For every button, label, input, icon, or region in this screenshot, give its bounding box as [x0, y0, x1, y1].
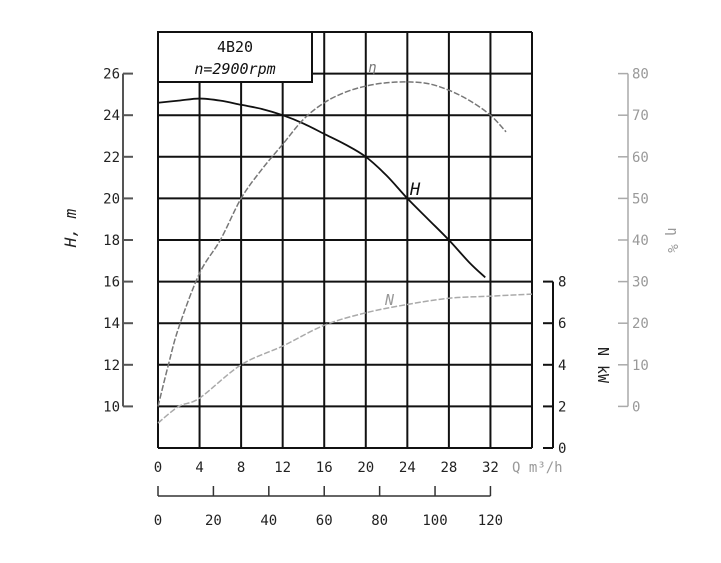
series-label-eta: η [368, 60, 376, 76]
secondary-x-tick-label: 100 [422, 513, 447, 529]
x-tick-label: 20 [357, 460, 374, 476]
power-axis-label: N kW [594, 347, 612, 384]
power-tick-label: 4 [558, 358, 566, 374]
efficiency-tick-label: 20 [632, 316, 649, 332]
x-tick-label: 28 [440, 460, 457, 476]
head-axis-label: H, m [61, 208, 80, 248]
x-tick-label: 4 [195, 460, 203, 476]
efficiency-axis-label: η % [664, 227, 680, 253]
secondary-x-tick-label: 40 [260, 513, 277, 529]
power-tick-label: 8 [558, 275, 566, 291]
secondary-x-tick-label: 0 [154, 513, 162, 529]
efficiency-tick-label: 80 [632, 67, 649, 83]
efficiency-tick-label: 60 [632, 150, 649, 166]
curve-efficiency [157, 81, 507, 407]
chart-subtitle: n=2900rpm [194, 60, 275, 78]
efficiency-tick-label: 50 [632, 191, 649, 207]
x-tick-label: 24 [399, 460, 416, 476]
efficiency-tick-label: 40 [632, 233, 649, 249]
secondary-x-tick-label: 60 [316, 513, 333, 529]
head-tick-label: 14 [103, 316, 120, 332]
secondary-x-tick-label: 120 [478, 513, 503, 529]
x-tick-label: 12 [274, 460, 291, 476]
curve-power [157, 293, 533, 424]
power-tick-label: 0 [558, 441, 566, 457]
x-tick-label: 32 [482, 460, 499, 476]
x-tick-label: 8 [237, 460, 245, 476]
head-tick-label: 10 [103, 399, 120, 415]
head-tick-label: 16 [103, 275, 120, 291]
secondary-x-tick-label: 80 [371, 513, 388, 529]
head-tick-label: 22 [103, 150, 120, 166]
head-tick-label: 20 [103, 191, 120, 207]
efficiency-tick-label: 70 [632, 108, 649, 124]
head-tick-label: 26 [103, 67, 120, 83]
x-tick-label: 16 [316, 460, 333, 476]
head-tick-label: 24 [103, 108, 120, 124]
head-tick-label: 12 [103, 358, 120, 374]
axes: 0 4 8 12 16 20 24 28 320 20 40 60 80 100 1201012141618… [103, 67, 649, 529]
secondary-x-tick-label: 20 [205, 513, 222, 529]
efficiency-tick-label: 30 [632, 275, 649, 291]
power-tick-label: 2 [558, 399, 566, 415]
efficiency-tick-label: 10 [632, 358, 649, 374]
curves [157, 81, 533, 424]
x-tick-label: 0 [154, 460, 162, 476]
series-label-h: H [409, 180, 421, 200]
efficiency-tick-label: 0 [632, 399, 640, 415]
chart-title: 4B20 [217, 38, 253, 56]
head-tick-label: 18 [103, 233, 120, 249]
curve-head [157, 97, 486, 279]
grid [157, 31, 533, 449]
x-axis-label: Q m³/h [512, 460, 563, 476]
power-tick-label: 6 [558, 316, 566, 332]
series-label-n: N [384, 291, 395, 309]
title-box [157, 31, 313, 83]
